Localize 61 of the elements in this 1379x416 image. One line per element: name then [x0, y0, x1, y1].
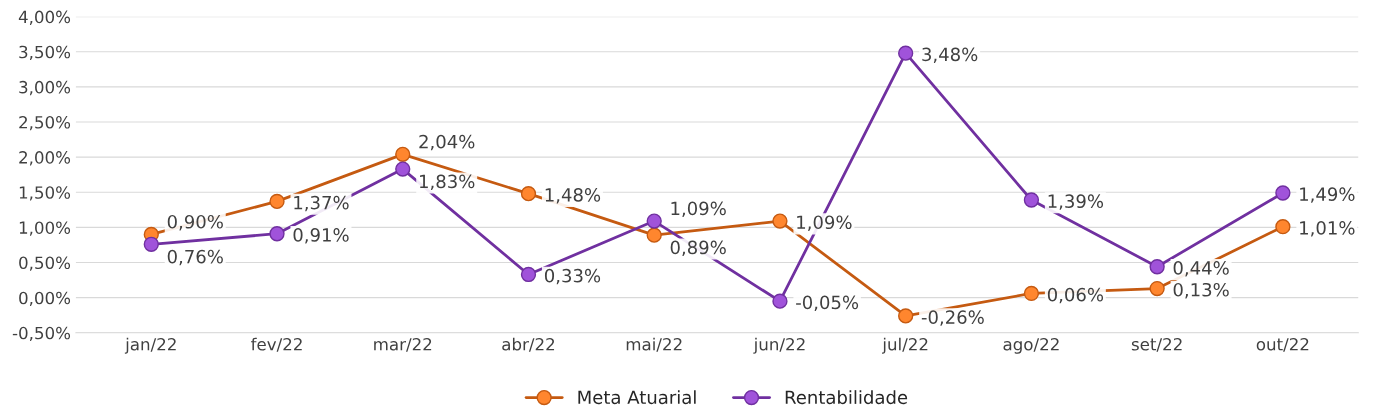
point [520, 266, 537, 283]
y-tick-label: 2,50% [19, 115, 71, 131]
x-tick-label: fev/22 [250, 337, 302, 352]
data-label: 1,83% [420, 174, 475, 191]
x-tick-label: jun/22 [753, 337, 805, 354]
data-label: -0,05% [796, 295, 859, 312]
data-label: 0,44% [1173, 261, 1229, 277]
point [143, 236, 159, 252]
x-tick-label: jul/22 [882, 337, 928, 354]
data-label: -0,26% [921, 310, 984, 326]
y-tick-label: 0,00% [19, 291, 71, 306]
data-label: 0,90% [167, 214, 223, 231]
data-label: 0,06% [1047, 287, 1104, 304]
data-label: 1,01% [1300, 221, 1355, 237]
y-tick-label: 4,00% [18, 10, 71, 25]
legend-label: Rentabilidade [785, 390, 908, 405]
data-label: 0,76% [167, 249, 223, 266]
data-label: 1,37% [294, 195, 349, 212]
y-tick-label: 3,00% [19, 80, 71, 96]
x-tick-label: set/22 [1131, 337, 1182, 352]
point [646, 227, 662, 243]
point [1023, 192, 1040, 208]
x-tick-label: ago/22 [1003, 337, 1059, 354]
point [898, 45, 914, 61]
data-label: 1,49% [1300, 187, 1355, 203]
x-tick-label: jan/22 [124, 337, 176, 354]
data-label: 1,09% [797, 215, 852, 231]
point [1275, 219, 1291, 235]
point [269, 193, 285, 210]
y-tick-label: 1,50% [19, 186, 71, 201]
data-label: 0,89% [670, 240, 726, 257]
point [1149, 280, 1165, 297]
data-label: 1,39% [1048, 194, 1104, 210]
data-label: 1,09% [671, 201, 726, 218]
point [772, 293, 788, 309]
point [269, 226, 285, 242]
data-label: 0,91% [293, 228, 349, 244]
y-tick-label: 1,00% [19, 221, 71, 236]
legend-label: Meta Atuarial [578, 390, 696, 405]
point [1149, 259, 1165, 275]
x-tick-label: out/22 [1256, 337, 1309, 352]
point [898, 308, 914, 324]
data-label: 0,33% [544, 268, 601, 285]
data-label: 0,13% [1173, 282, 1229, 299]
y-tick-label: 3,50% [19, 45, 71, 61]
data-label: 2,04% [419, 134, 475, 151]
data-label: 3,48% [922, 47, 978, 64]
point [395, 146, 411, 162]
y-tick-label: 2,00% [19, 151, 71, 166]
y-tick-label: -0,50% [12, 326, 71, 342]
point [646, 213, 662, 229]
point [1023, 285, 1040, 302]
point [1275, 185, 1291, 201]
x-tick-label: mai/22 [626, 337, 682, 352]
point [520, 186, 537, 202]
x-tick-label: abr/22 [502, 337, 555, 352]
point [395, 161, 411, 177]
data-label: 1,48% [545, 188, 601, 204]
x-tick-label: mar/22 [374, 337, 432, 352]
y-tick-label: 0,50% [19, 256, 71, 271]
point [772, 213, 788, 229]
